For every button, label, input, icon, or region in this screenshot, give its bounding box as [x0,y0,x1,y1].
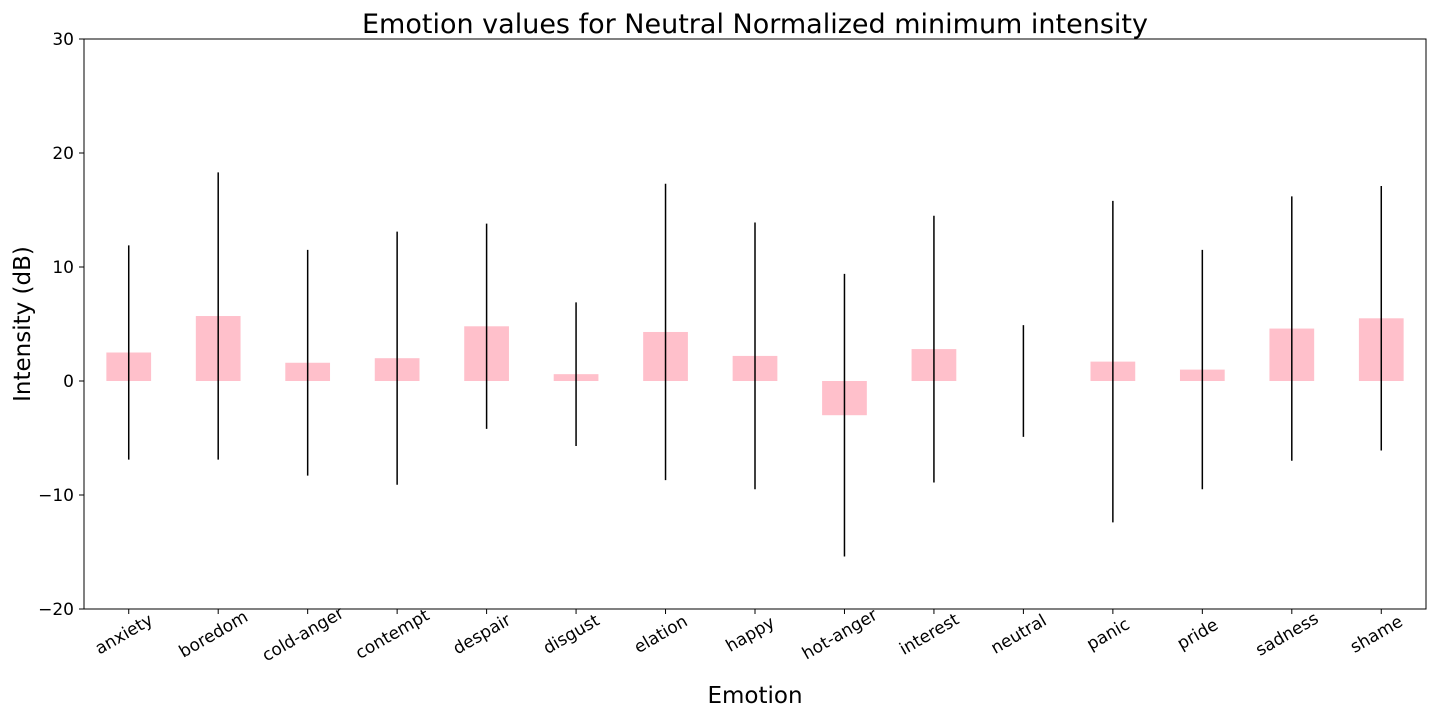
y-tick-label: 10 [52,258,74,278]
x-tick-label: hot-anger [799,605,881,664]
errorbars-layer [127,172,1383,557]
x-tick-label: anxiety [92,610,157,659]
x-tick-label: shame [1347,612,1406,658]
x-tick-label: happy [723,613,779,657]
y-tick-label: −20 [38,600,74,620]
x-tick-label: elation [631,611,691,657]
x-tick-label: sadness [1252,609,1322,661]
y-axis-label: Intensity (dB) [10,246,36,402]
x-tick-label: pride [1174,615,1222,654]
y-tick-label: 20 [52,144,74,164]
y-tick-label: 0 [63,372,74,392]
x-tick-label: interest [896,610,963,660]
x-tick-label: panic [1083,614,1133,654]
x-tick-label: disgust [540,610,604,658]
x-tick-label: cold-anger [259,603,348,666]
chart-title: Emotion values for Neutral Normalized mi… [362,9,1148,40]
y-tick-label: 30 [52,30,74,50]
x-axis-label: Emotion [707,683,802,709]
y-axis: −20 −10 0 10 20 30 [38,30,84,620]
x-axis: anxiety boredom cold-anger contempt despair d… [92,603,1407,666]
x-tick-label: despair [450,610,515,659]
x-tick-label: boredom [176,607,252,662]
x-tick-label: neutral [988,611,1051,659]
y-tick-label: −10 [38,486,74,506]
x-tick-label: contempt [352,605,433,663]
